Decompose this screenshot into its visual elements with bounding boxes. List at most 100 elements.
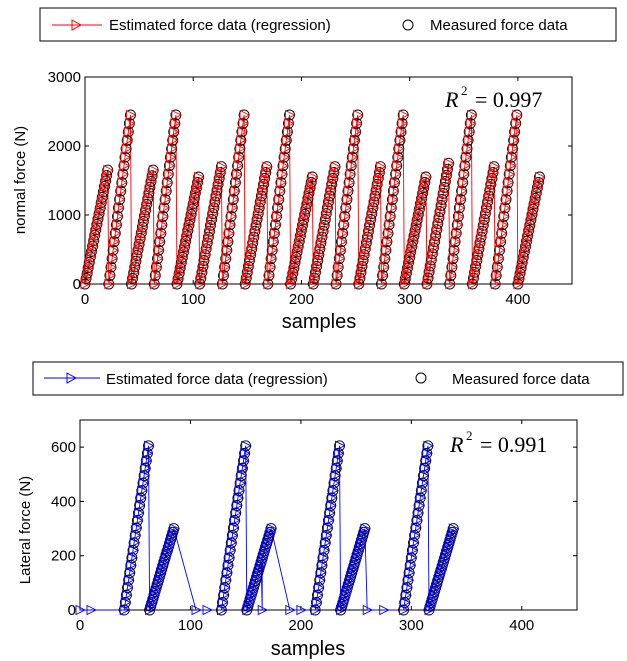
bottom-estimated-point: [317, 559, 328, 571]
bottom-estimated-point: [258, 549, 270, 560]
top-estimated-point: [363, 231, 374, 243]
top-estimated-point: [436, 200, 448, 211]
top-estimated-point: [240, 278, 252, 290]
top-estimated-point: [506, 151, 518, 163]
top-estimated-point: [170, 118, 181, 129]
bottom-estimated-point: [336, 604, 347, 616]
bottom-estimated-point: [399, 604, 410, 616]
top-estimated-point: [265, 261, 277, 273]
top-estimated-point: [232, 168, 243, 180]
bottom-x-tick-label: 0: [76, 617, 84, 634]
bottom-estimated-point: [120, 597, 132, 608]
top-estimated-point: [326, 184, 337, 196]
top-estimated-point: [216, 161, 228, 172]
top-estimated-point: [282, 126, 294, 138]
top-estimated-point: [329, 167, 340, 178]
bottom-legend-box: [32, 361, 624, 396]
bottom-estimated-point: [379, 604, 390, 616]
top-estimated-point: [212, 184, 224, 196]
bottom-r2-superscript: 2: [466, 428, 473, 443]
top-estimated-point: [380, 253, 391, 264]
bottom-estimated-point: [325, 507, 336, 519]
top-estimated-point: [136, 227, 148, 239]
top-estimated-point: [224, 228, 235, 239]
bottom-estimated-point: [135, 500, 146, 511]
top-estimated-point: [155, 236, 166, 247]
top-r2-annotation: R 2 = 0.997: [444, 83, 542, 112]
top-estimated-point: [478, 220, 490, 231]
top-estimated-point: [126, 109, 137, 121]
top-estimated-point: [501, 194, 513, 205]
top-estimated-point: [200, 249, 212, 260]
bottom-estimated-point: [126, 559, 137, 571]
top-estimated-point: [351, 126, 362, 138]
top-estimated-point: [130, 261, 141, 273]
bottom-estimated-point: [239, 455, 250, 466]
top-estimated-point: [359, 249, 371, 260]
top-estimated-point: [246, 249, 257, 260]
bottom-estimated-point: [354, 541, 366, 553]
top-estimated-point: [379, 261, 390, 273]
bottom-estimated-point: [232, 500, 243, 511]
top-estimated-point: [396, 126, 408, 138]
top-estimated-point: [470, 267, 481, 278]
top-estimated-point: [140, 210, 151, 221]
bottom-estimated-point: [264, 530, 275, 542]
top-estimated-point: [429, 242, 440, 254]
top-estimated-point: [167, 143, 178, 155]
top-estimated-point: [339, 219, 350, 231]
top-estimated-point: [392, 160, 403, 171]
bottom-estimated-point: [342, 582, 354, 594]
top-estimated-point: [214, 173, 226, 184]
bottom-estimated-point: [130, 530, 142, 541]
top-estimated-point: [439, 182, 451, 193]
top-estimated-point: [332, 270, 344, 281]
top-estimated-point: [352, 118, 363, 129]
top-estimated-point: [239, 109, 251, 121]
bottom-y-tick-label: 400: [51, 493, 76, 510]
top-estimated-point: [272, 211, 283, 222]
top-estimated-point: [433, 218, 444, 229]
bottom-estimated-point: [220, 582, 231, 593]
top-estimated-point: [381, 244, 392, 256]
bottom-estimated-point: [169, 523, 180, 534]
top-estimated-point: [156, 228, 167, 239]
top-estimated-point: [452, 219, 464, 231]
bottom-x-tick-label: 300: [399, 617, 424, 634]
top-estimated-point: [432, 224, 443, 235]
top-estimated-point: [131, 255, 142, 267]
bottom-estimated-point: [157, 564, 168, 575]
bottom-legend-estimated-marker: [66, 372, 78, 384]
bottom-legend: Estimated force data (regression) Measur…: [32, 361, 624, 396]
top-estimated-point: [438, 188, 450, 199]
top-estimated-point: [157, 219, 168, 231]
top-estimated-point: [342, 194, 353, 205]
bottom-estimated-point: [245, 593, 257, 605]
top-estimated-point: [341, 202, 352, 214]
top-estimated-point: [454, 202, 466, 214]
top-estimated-point: [368, 202, 379, 214]
bottom-legend-measured-marker: [415, 372, 427, 384]
top-estimated-point: [322, 202, 334, 214]
bottom-estimated-point: [248, 582, 260, 594]
bottom-estimated-point: [251, 575, 262, 586]
top-estimated-point: [334, 253, 346, 264]
bottom-estimated-point: [219, 589, 230, 601]
top-estimated-point: [471, 261, 482, 272]
top-estimated-point: [142, 199, 153, 210]
top-estimated-point: [159, 202, 171, 214]
bottom-estimated-point: [221, 574, 232, 586]
top-estimated-point: [437, 194, 449, 205]
bottom-y-axis-label: Lateral force (N): [17, 476, 34, 584]
top-chart: Estimated force data (regression) Measur…: [12, 7, 617, 333]
top-estimated-point: [479, 214, 491, 225]
bottom-estimated-point: [352, 549, 364, 560]
top-estimated-point: [115, 194, 126, 205]
bottom-estimated-point: [326, 500, 337, 511]
top-estimated-point: [258, 184, 269, 196]
top-y-axis-label: normal force (N): [12, 126, 29, 234]
top-estimated-point: [456, 194, 467, 205]
bottom-estimated-point: [349, 560, 360, 571]
bottom-estimated-point: [165, 538, 176, 549]
bottom-estimated-point: [315, 574, 326, 586]
